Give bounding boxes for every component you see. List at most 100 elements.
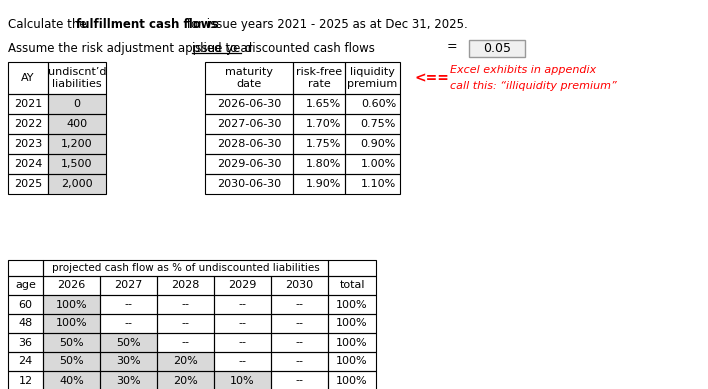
Text: 50%: 50% (116, 338, 141, 347)
Text: for issue years 2021 - 2025 as at Dec 31, 2025.: for issue years 2021 - 2025 as at Dec 31… (183, 18, 467, 31)
Text: 100%: 100% (336, 319, 368, 328)
Text: 400: 400 (67, 119, 88, 129)
Bar (48, 94, 106, 114)
Text: 20%: 20% (173, 375, 198, 385)
Text: --: -- (239, 300, 246, 310)
Bar (328, 371, 376, 389)
Bar (48, 114, 106, 134)
Bar (8, 174, 48, 194)
Bar (271, 295, 328, 314)
Text: 2026: 2026 (57, 280, 86, 291)
Bar (293, 62, 345, 94)
Bar (43, 371, 100, 389)
Text: 36: 36 (18, 338, 33, 347)
Text: 2022: 2022 (14, 119, 42, 129)
Text: 2,000: 2,000 (61, 179, 93, 189)
Text: --: -- (295, 356, 304, 366)
Bar (43, 260, 328, 276)
Text: 50%: 50% (59, 356, 84, 366)
Text: risk-free
rate: risk-free rate (296, 67, 342, 89)
Bar (345, 174, 400, 194)
Bar (48, 114, 106, 134)
Text: 2028: 2028 (171, 280, 200, 291)
Bar (214, 333, 271, 352)
Bar (345, 94, 400, 114)
Text: 1.65%: 1.65% (306, 99, 341, 109)
Bar (43, 314, 100, 333)
Bar (8, 276, 43, 295)
Text: 0.90%: 0.90% (360, 139, 396, 149)
Bar (43, 333, 100, 352)
Text: 0.75%: 0.75% (360, 119, 396, 129)
Text: 100%: 100% (336, 375, 368, 385)
Bar (345, 154, 400, 174)
Bar (214, 276, 271, 295)
Text: --: -- (181, 338, 190, 347)
Text: fulfillment cash flows: fulfillment cash flows (76, 18, 219, 31)
Text: =: = (447, 40, 457, 54)
Text: liquidity
premium: liquidity premium (348, 67, 398, 89)
Text: undiscnt’d
liabilities: undiscnt’d liabilities (47, 67, 106, 89)
Text: maturity
date: maturity date (225, 67, 273, 89)
Bar (43, 352, 100, 371)
Bar (328, 314, 376, 333)
Text: 1.70%: 1.70% (306, 119, 341, 129)
Bar (205, 94, 293, 114)
Bar (157, 352, 214, 371)
Bar (271, 352, 328, 371)
Bar (100, 352, 157, 371)
Text: 2021: 2021 (14, 99, 42, 109)
Bar (293, 94, 345, 114)
Bar (100, 371, 157, 389)
Text: 100%: 100% (56, 319, 87, 328)
Bar (157, 314, 214, 333)
Bar (48, 154, 106, 174)
Text: 0.05: 0.05 (483, 42, 511, 55)
Text: <==: <== (415, 71, 450, 85)
Bar (345, 114, 400, 134)
Text: 2025: 2025 (14, 179, 42, 189)
Text: 100%: 100% (336, 300, 368, 310)
Bar (8, 94, 48, 114)
Text: 24: 24 (18, 356, 33, 366)
Bar (48, 174, 106, 194)
Text: 2023: 2023 (14, 139, 42, 149)
Text: 2030: 2030 (285, 280, 314, 291)
Text: 2024: 2024 (14, 159, 42, 169)
Text: discounted cash flows: discounted cash flows (241, 42, 375, 55)
Text: projected cash flow as % of undiscounted liabilities: projected cash flow as % of undiscounted… (52, 263, 319, 273)
Bar (345, 62, 400, 94)
Bar (43, 333, 100, 352)
Text: AY: AY (21, 73, 35, 83)
Text: --: -- (239, 356, 246, 366)
Text: 12: 12 (18, 375, 33, 385)
Bar (328, 295, 376, 314)
Text: --: -- (181, 319, 190, 328)
Text: 1,200: 1,200 (61, 139, 93, 149)
Bar (100, 352, 157, 371)
Text: 0: 0 (74, 99, 81, 109)
Text: 2026-06-30: 2026-06-30 (217, 99, 281, 109)
Bar (100, 371, 157, 389)
Bar (271, 333, 328, 352)
Text: 10%: 10% (230, 375, 255, 385)
Bar (48, 62, 106, 94)
Bar (100, 333, 157, 352)
Bar (205, 114, 293, 134)
Bar (328, 276, 376, 295)
Bar (43, 371, 100, 389)
Text: --: -- (239, 338, 246, 347)
Text: 48: 48 (18, 319, 33, 328)
Bar (271, 276, 328, 295)
Text: --: -- (295, 319, 304, 328)
Text: 100%: 100% (56, 300, 87, 310)
Bar (205, 174, 293, 194)
Text: 50%: 50% (59, 338, 84, 347)
Bar (48, 174, 106, 194)
Text: --: -- (181, 300, 190, 310)
Bar (205, 134, 293, 154)
Text: 40%: 40% (59, 375, 84, 385)
Bar (48, 134, 106, 154)
Text: issue year: issue year (193, 42, 253, 55)
Text: --: -- (295, 300, 304, 310)
